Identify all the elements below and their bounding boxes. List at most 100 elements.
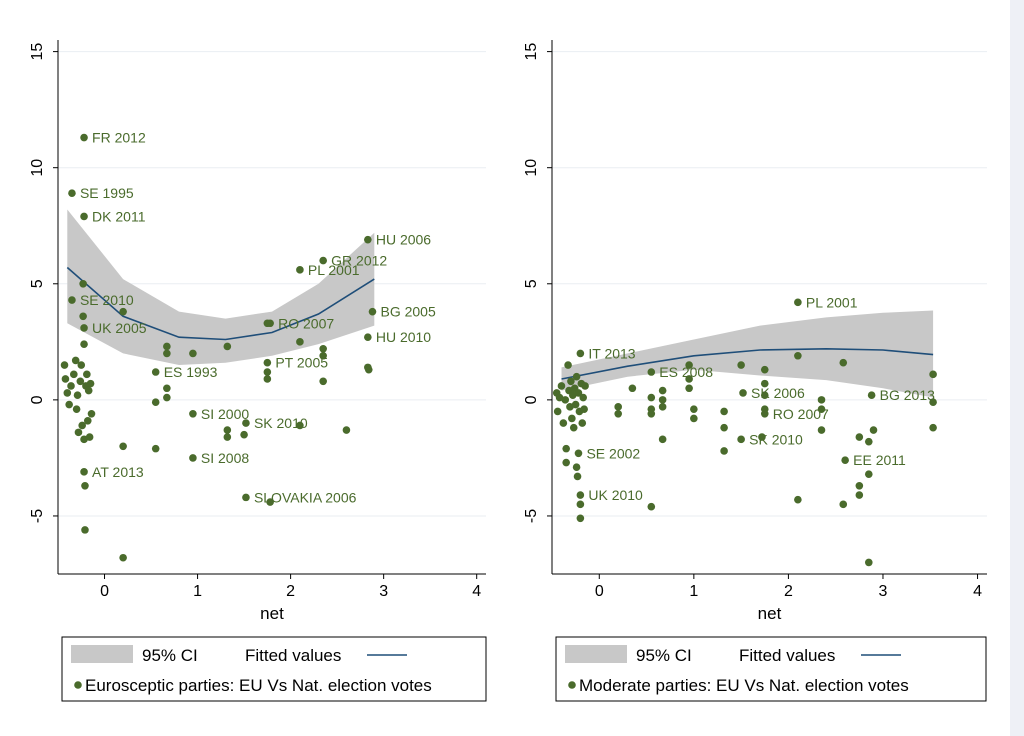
point-label: SE 1995: [80, 185, 134, 201]
data-point: [60, 361, 69, 369]
point-label: DK 2011: [92, 208, 146, 224]
point-label: PT 2005: [275, 355, 328, 371]
data-point: [78, 421, 86, 430]
data-point: [647, 393, 656, 402]
data-point: [794, 495, 802, 504]
ci-band: [561, 310, 934, 398]
data-point: [364, 365, 373, 374]
data-point: [242, 419, 250, 427]
data-point: [658, 396, 667, 404]
y-tick-label: 10: [29, 159, 46, 177]
x-tick-label: 1: [689, 583, 698, 600]
point-label: SI 2000: [201, 406, 249, 422]
data-point: [63, 389, 72, 397]
data-point: [614, 403, 622, 411]
legend-ci-label: 95% CI: [142, 646, 198, 665]
data-point: [839, 500, 848, 509]
data-point: [576, 349, 585, 358]
data-point: [67, 382, 75, 390]
data-point: [87, 410, 96, 418]
point-label: SE 2002: [586, 445, 640, 461]
data-point: [80, 212, 88, 221]
legend-ci-label: 95% CI: [636, 646, 692, 665]
data-point: [576, 514, 585, 523]
data-point: [561, 396, 570, 404]
data-point: [614, 410, 622, 418]
data-point: [647, 502, 656, 511]
data-point: [720, 407, 728, 416]
data-point: [76, 377, 85, 386]
data-point: [574, 449, 583, 458]
legend-points-label: Moderate parties: EU Vs Nat. election vo…: [579, 676, 909, 695]
data-point: [855, 491, 864, 499]
point-label: HU 2006: [376, 232, 431, 248]
data-point: [647, 368, 656, 376]
data-point: [73, 391, 82, 400]
y-tick-label: 0: [29, 395, 46, 404]
data-point: [61, 375, 70, 383]
data-point: [86, 379, 95, 388]
point-label: SK 2006: [751, 385, 805, 401]
data-point: [368, 307, 377, 316]
x-tick-label: 0: [100, 583, 109, 600]
data-point: [189, 349, 197, 358]
point-label: SLOVAKIA 2006: [254, 489, 357, 505]
data-point: [578, 419, 587, 427]
data-point: [817, 426, 826, 434]
data-point: [80, 324, 88, 332]
point-label: UK 2010: [588, 487, 643, 503]
data-point: [579, 393, 588, 402]
data-point: [296, 338, 304, 346]
data-point: [71, 356, 80, 365]
point-label: BG 2013: [880, 387, 935, 403]
data-point: [864, 558, 873, 567]
data-point: [81, 481, 89, 490]
data-point: [690, 414, 698, 423]
data-point: [574, 389, 583, 397]
point-label: AT 2013: [92, 464, 144, 480]
data-point: [564, 361, 572, 369]
data-point: [151, 444, 160, 453]
ci-band: [67, 209, 375, 365]
x-tick-label: 3: [379, 583, 388, 600]
data-point: [163, 342, 171, 351]
fitted-line: [66, 266, 375, 341]
data-point: [929, 370, 937, 379]
data-point: [573, 472, 582, 481]
data-point: [77, 361, 86, 369]
data-point: [690, 405, 698, 413]
data-point: [760, 405, 769, 413]
y-tick-label: 10: [523, 159, 540, 177]
x-axis-label: net: [758, 604, 782, 623]
data-point: [163, 349, 171, 358]
data-point: [119, 307, 127, 316]
data-point: [864, 437, 873, 446]
x-tick-label: 2: [286, 583, 295, 600]
data-point: [81, 526, 89, 534]
data-point: [342, 426, 351, 434]
legend-box: [555, 636, 987, 702]
data-point: [817, 405, 826, 413]
point-label: SE 2010: [80, 292, 134, 308]
data-point: [319, 351, 327, 360]
data-point: [658, 386, 667, 395]
point-label: BG 2005: [380, 304, 435, 320]
point-label: SI 2008: [201, 450, 249, 466]
x-tick-label: 1: [193, 583, 202, 600]
data-point: [240, 430, 248, 439]
data-point: [572, 463, 581, 472]
data-point: [296, 421, 304, 430]
data-point: [557, 382, 566, 390]
data-point: [562, 444, 570, 453]
data-point: [685, 375, 693, 383]
data-point: [737, 361, 745, 369]
point-label: RO 2007: [773, 406, 829, 422]
data-point: [68, 189, 76, 198]
point-label: GR 2012: [331, 253, 387, 269]
data-point: [263, 358, 272, 367]
data-point: [720, 447, 728, 455]
point-label: ES 2008: [659, 364, 713, 380]
data-point: [364, 235, 372, 244]
point-label: UK 2005: [92, 320, 147, 336]
data-point: [794, 351, 802, 360]
